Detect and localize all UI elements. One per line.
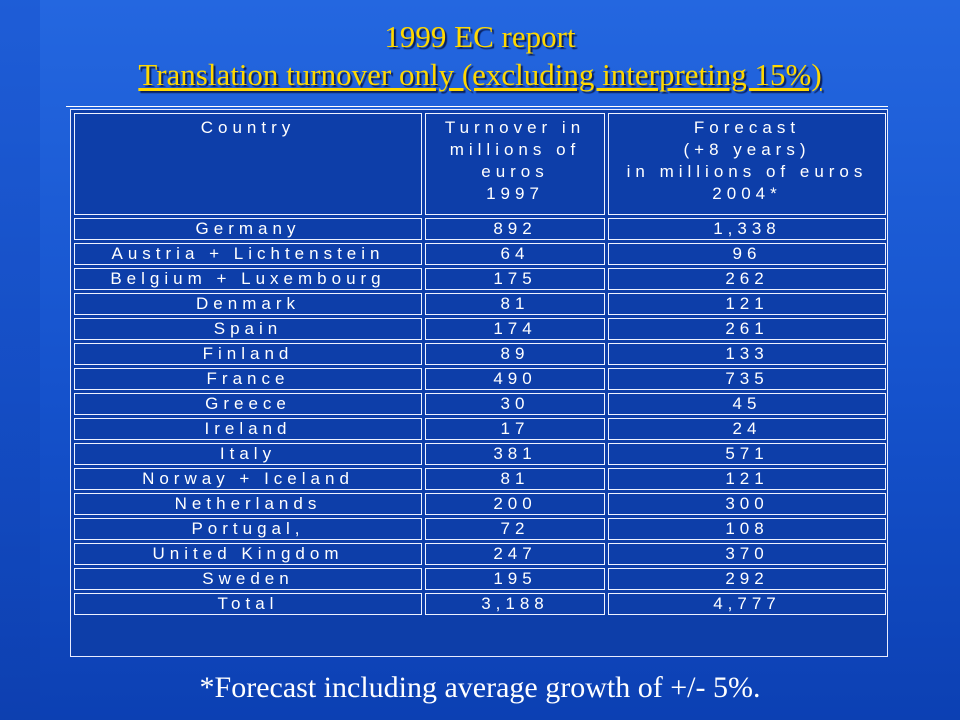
header-forecast-line: 2004* [712,184,782,203]
table-body: Germany 892 1,338 Austria + Lichtenstein 64 9… [74,218,886,615]
table-total-row: Total 3,188 4,777 [74,593,886,615]
cell-country: United Kingdom [74,543,422,565]
cell-forecast: 1,338 [608,218,886,240]
header-forecast-line: (+8 years) [683,140,811,159]
cell-country: Finland [74,343,422,365]
cell-turnover: 17 [425,418,605,440]
header-turnover-line: Turnover in [444,118,586,137]
cell-forecast: 4,777 [608,593,886,615]
table-row: Ireland 17 24 [74,418,886,440]
header-forecast-line: in millions of euros [626,162,868,181]
cell-forecast: 24 [608,418,886,440]
title-line-1: 1999 EC report [384,19,576,54]
cell-forecast: 121 [608,468,886,490]
table-row: Portugal, 72 108 [74,518,886,540]
cell-turnover: 247 [425,543,605,565]
header-turnover-line: millions of [449,140,581,159]
table-row: Greece 30 45 [74,393,886,415]
cell-country: Portugal, [74,518,422,540]
table-row: Spain 174 261 [74,318,886,340]
cell-country: Spain [74,318,422,340]
table-row: Denmark 81 121 [74,293,886,315]
table-row: Sweden 195 292 [74,568,886,590]
cell-turnover: 81 [425,293,605,315]
cell-forecast: 133 [608,343,886,365]
table-row: Netherlands 200 300 [74,493,886,515]
cell-forecast: 292 [608,568,886,590]
table-row: Austria + Lichtenstein 64 96 [74,243,886,265]
cell-turnover: 3,188 [425,593,605,615]
cell-forecast: 108 [608,518,886,540]
cell-country: Norway + Iceland [74,468,422,490]
cell-country: Belgium + Luxembourg [74,268,422,290]
table-row: Italy 381 571 [74,443,886,465]
table-header-row: Country Turnover in millions of euros 19… [74,113,886,215]
cell-forecast: 45 [608,393,886,415]
cell-turnover: 490 [425,368,605,390]
header-country-text: Country [200,118,296,137]
header-country: Country [74,113,422,215]
cell-turnover: 30 [425,393,605,415]
cell-turnover: 892 [425,218,605,240]
cell-country: Greece [74,393,422,415]
turnover-table-frame: Country Turnover in millions of euros 19… [70,109,888,657]
cell-turnover: 89 [425,343,605,365]
cell-turnover: 174 [425,318,605,340]
left-accent-band [0,0,40,720]
cell-country: Germany [74,218,422,240]
cell-turnover: 381 [425,443,605,465]
cell-forecast: 262 [608,268,886,290]
cell-turnover: 200 [425,493,605,515]
table-row: Germany 892 1,338 [74,218,886,240]
table-row: Norway + Iceland 81 121 [74,468,886,490]
cell-country: Austria + Lichtenstein [74,243,422,265]
forecast-footnote: *Forecast including average growth of +/… [199,671,761,704]
header-forecast: Forecast (+8 years) in millions of euros… [608,113,886,215]
cell-forecast: 370 [608,543,886,565]
header-turnover: Turnover in millions of euros 1997 [425,113,605,215]
cell-turnover: 175 [425,268,605,290]
cell-turnover: 64 [425,243,605,265]
table-row: France 490 735 [74,368,886,390]
cell-turnover: 195 [425,568,605,590]
cell-country: Ireland [74,418,422,440]
cell-country: Sweden [74,568,422,590]
cell-forecast: 735 [608,368,886,390]
cell-turnover: 72 [425,518,605,540]
cell-forecast: 261 [608,318,886,340]
cell-country: Netherlands [74,493,422,515]
cell-country: Total [74,593,422,615]
table-row: Finland 89 133 [74,343,886,365]
turnover-table: Country Turnover in millions of euros 19… [71,110,889,618]
header-turnover-line: euros [481,162,549,181]
cell-turnover: 81 [425,468,605,490]
cell-country: France [74,368,422,390]
cell-country: Denmark [74,293,422,315]
header-turnover-line: 1997 [486,184,544,203]
cell-forecast: 300 [608,493,886,515]
table-row: United Kingdom 247 370 [74,543,886,565]
table-row: Belgium + Luxembourg 175 262 [74,268,886,290]
title-line-2: Translation turnover only (excluding int… [138,57,822,92]
cell-forecast: 121 [608,293,886,315]
slide-title: 1999 EC report Translation turnover only… [0,18,960,94]
cell-forecast: 96 [608,243,886,265]
divider-line [66,106,888,107]
cell-forecast: 571 [608,443,886,465]
header-forecast-line: Forecast [693,118,801,137]
cell-country: Italy [74,443,422,465]
